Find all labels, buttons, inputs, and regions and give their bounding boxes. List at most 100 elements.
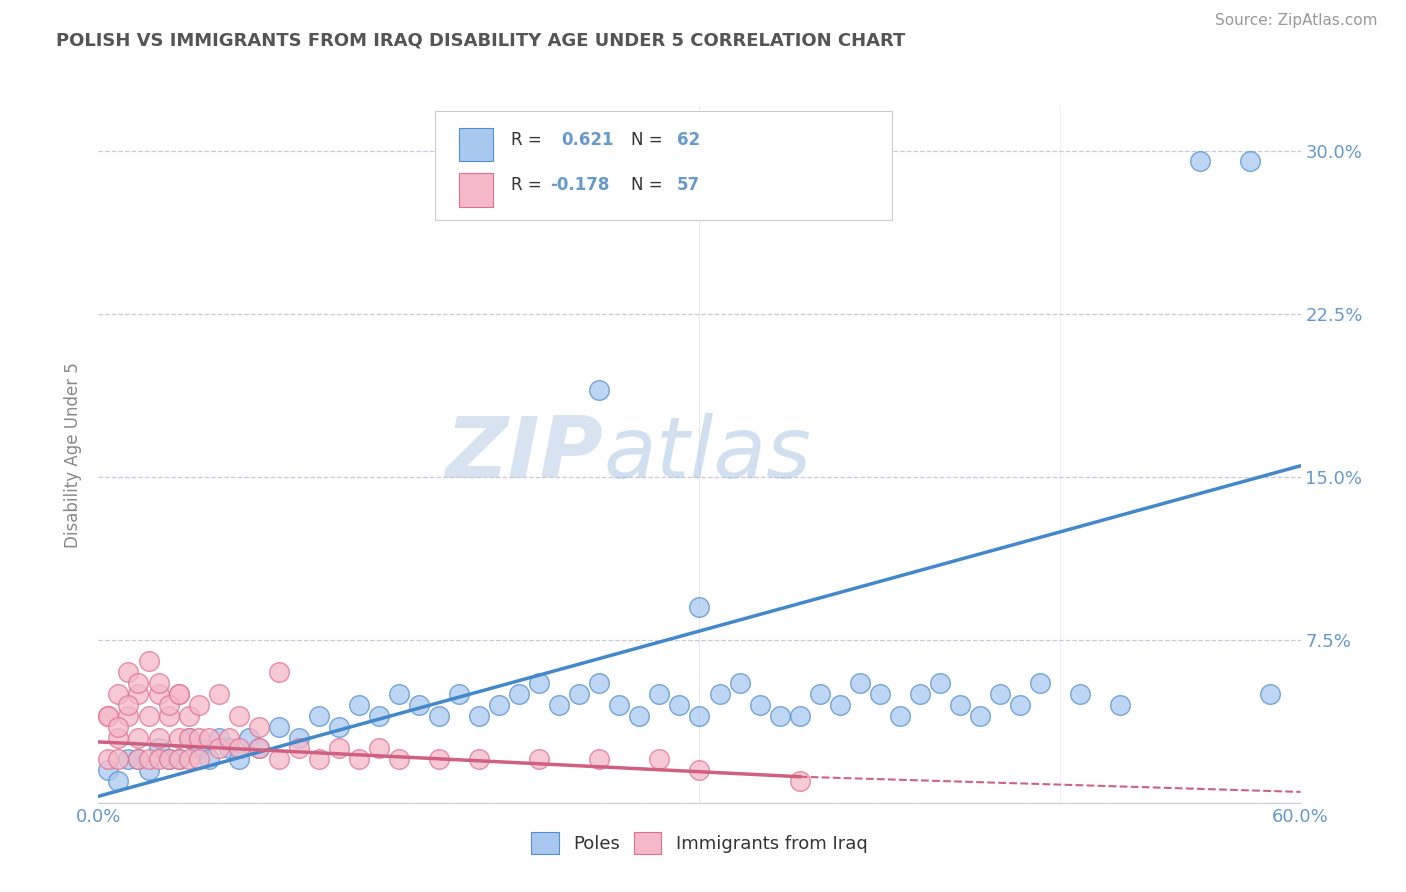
Point xyxy=(288,741,311,756)
Point xyxy=(548,698,571,712)
Point xyxy=(368,708,391,723)
Point xyxy=(689,763,711,777)
Point xyxy=(709,687,731,701)
Text: N =: N = xyxy=(631,177,668,194)
Point xyxy=(808,687,831,701)
Point xyxy=(138,763,160,777)
Point xyxy=(157,708,180,723)
Point xyxy=(157,698,180,712)
Point xyxy=(228,708,250,723)
Point xyxy=(308,752,330,766)
Point xyxy=(388,687,411,701)
Point xyxy=(889,708,911,723)
Point xyxy=(148,687,170,701)
Point xyxy=(267,665,290,680)
Point xyxy=(197,731,219,745)
Point xyxy=(689,708,711,723)
Point xyxy=(117,665,139,680)
Point xyxy=(138,752,160,766)
FancyBboxPatch shape xyxy=(458,128,492,161)
Point xyxy=(177,731,200,745)
Point xyxy=(368,741,391,756)
Point xyxy=(167,752,190,766)
FancyBboxPatch shape xyxy=(434,111,891,220)
Point xyxy=(828,698,851,712)
Point xyxy=(228,752,250,766)
FancyBboxPatch shape xyxy=(458,173,492,207)
Point xyxy=(177,731,200,745)
Point xyxy=(588,676,610,690)
Point xyxy=(167,752,190,766)
Text: -0.178: -0.178 xyxy=(550,177,610,194)
Point xyxy=(128,687,150,701)
Point xyxy=(969,708,991,723)
Point xyxy=(187,741,209,756)
Y-axis label: Disability Age Under 5: Disability Age Under 5 xyxy=(65,362,83,548)
Point xyxy=(177,752,200,766)
Point xyxy=(187,752,209,766)
Point xyxy=(988,687,1011,701)
Point xyxy=(218,731,240,745)
Point xyxy=(288,731,311,745)
Point xyxy=(308,708,330,723)
Point xyxy=(748,698,770,712)
Point xyxy=(247,720,270,734)
Point xyxy=(648,687,671,701)
Point xyxy=(1010,698,1032,712)
Point xyxy=(347,752,370,766)
Point xyxy=(408,698,430,712)
Point xyxy=(488,698,510,712)
Point xyxy=(148,731,170,745)
Point xyxy=(689,600,711,615)
Point xyxy=(238,731,260,745)
Point xyxy=(157,752,180,766)
Point xyxy=(97,763,120,777)
Point xyxy=(1069,687,1091,701)
Point xyxy=(628,708,651,723)
Point xyxy=(447,687,470,701)
Text: R =: R = xyxy=(510,177,547,194)
Point xyxy=(208,687,231,701)
Point xyxy=(148,752,170,766)
Point xyxy=(128,731,150,745)
Point xyxy=(588,383,610,397)
Text: R =: R = xyxy=(510,131,553,149)
Point xyxy=(267,720,290,734)
Point xyxy=(949,698,972,712)
Point xyxy=(107,774,129,789)
Point xyxy=(247,741,270,756)
Point xyxy=(508,687,530,701)
Point xyxy=(328,741,350,756)
Point xyxy=(167,687,190,701)
Text: 57: 57 xyxy=(676,177,700,194)
Text: ZIP: ZIP xyxy=(446,413,603,497)
Point xyxy=(157,752,180,766)
Point xyxy=(128,752,150,766)
Point xyxy=(609,698,631,712)
Point xyxy=(1109,698,1132,712)
Text: 62: 62 xyxy=(676,131,700,149)
Point xyxy=(177,708,200,723)
Point xyxy=(107,720,129,734)
Point xyxy=(107,752,129,766)
Point xyxy=(529,752,551,766)
Point xyxy=(167,731,190,745)
Point xyxy=(187,731,209,745)
Point xyxy=(128,752,150,766)
Point xyxy=(97,752,120,766)
Point xyxy=(388,752,411,766)
Text: Source: ZipAtlas.com: Source: ZipAtlas.com xyxy=(1215,13,1378,29)
Point xyxy=(1029,676,1052,690)
Point xyxy=(588,752,610,766)
Point xyxy=(849,676,872,690)
Point xyxy=(138,708,160,723)
Point xyxy=(648,752,671,766)
Text: POLISH VS IMMIGRANTS FROM IRAQ DISABILITY AGE UNDER 5 CORRELATION CHART: POLISH VS IMMIGRANTS FROM IRAQ DISABILIT… xyxy=(56,31,905,49)
Point xyxy=(228,741,250,756)
Legend: Poles, Immigrants from Iraq: Poles, Immigrants from Iraq xyxy=(526,827,873,860)
Point xyxy=(427,708,450,723)
Point xyxy=(97,708,120,723)
Text: atlas: atlas xyxy=(603,413,811,497)
Point xyxy=(328,720,350,734)
Point xyxy=(167,687,190,701)
